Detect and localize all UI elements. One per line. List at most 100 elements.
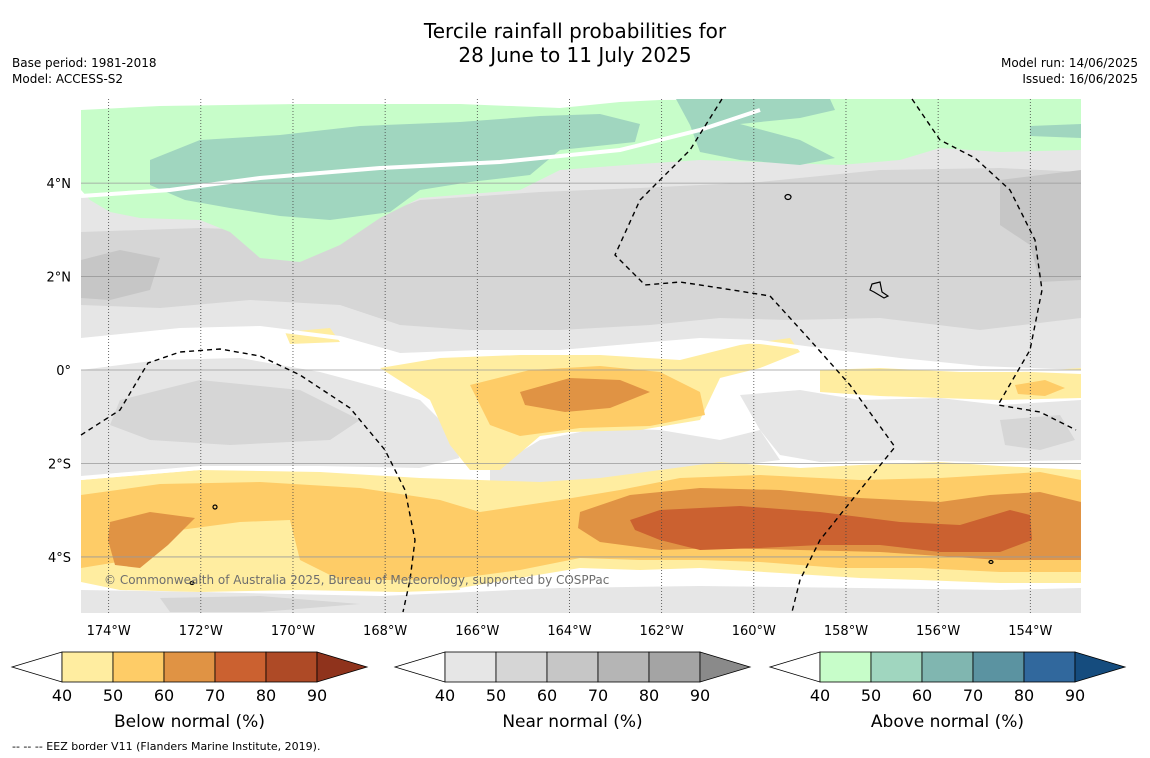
colorbar-upper-extension bbox=[699, 651, 752, 683]
colorbar-swatch bbox=[61, 651, 114, 683]
island-kiritimati bbox=[869, 281, 890, 299]
colorbar-upper-extension bbox=[316, 651, 369, 683]
lon-tick-label: 158°W bbox=[824, 624, 868, 639]
lon-tick-label: 164°W bbox=[547, 624, 591, 639]
colorbar-swatch bbox=[921, 651, 974, 683]
eez-borders bbox=[80, 98, 1077, 613]
map-title-line-2: 28 June to 11 July 2025 bbox=[458, 43, 692, 67]
colorbars: 40 50 60 70 80 90 Below normal (%) 40 50 60 70 80 90… bbox=[10, 651, 1127, 732]
lat-tick-label: 4°S bbox=[48, 551, 71, 566]
axis-labels: 174°W 172°W 170°W 168°W 166°W 164°W 162°W 160°W… bbox=[47, 177, 1053, 639]
lat-tick-label: 4°N bbox=[47, 177, 72, 192]
colorbar-tick-label: 80 bbox=[1014, 686, 1034, 705]
colorbar-tick-label: 90 bbox=[1065, 686, 1085, 705]
island-marker bbox=[784, 193, 792, 201]
near-normal-50-bottom bbox=[160, 596, 360, 612]
colorbar-tick-label: 40 bbox=[435, 686, 455, 705]
colorbar-tick-label: 90 bbox=[690, 686, 710, 705]
colorbar-swatch bbox=[819, 651, 872, 683]
eez-border-kiribati-line bbox=[911, 98, 1077, 431]
colorbar-tick-label: 60 bbox=[154, 686, 174, 705]
colorbar-swatch bbox=[870, 651, 923, 683]
lat-tick-label: 2°N bbox=[47, 271, 72, 286]
lon-tick-label: 154°W bbox=[1008, 624, 1052, 639]
colorbar-tick-label: 50 bbox=[486, 686, 506, 705]
lat-tick-label: 2°S bbox=[48, 457, 71, 472]
eez-border-tokelau bbox=[80, 348, 416, 613]
colorbar-swatch bbox=[546, 651, 599, 683]
below-normal-70-center bbox=[520, 378, 650, 412]
below-normal-band-east-north bbox=[820, 368, 1081, 400]
islands bbox=[189, 193, 994, 586]
colorbar-tick-label: 70 bbox=[205, 686, 225, 705]
colorbar-tick-label: 80 bbox=[639, 686, 659, 705]
colorbar-upper-extension bbox=[1074, 651, 1127, 683]
lat-tick-label: 0° bbox=[56, 364, 71, 379]
colorbar-tick-label: 60 bbox=[912, 686, 932, 705]
near-normal-60-west bbox=[81, 250, 160, 300]
colorbar-tick-label: 40 bbox=[52, 686, 72, 705]
copyright-text: © Commonwealth of Australia 2025, Bureau… bbox=[104, 573, 609, 587]
colorbar-lower-extension bbox=[393, 651, 446, 683]
colorbar-swatch bbox=[163, 651, 216, 683]
colorbar-title: Below normal (%) bbox=[114, 712, 265, 732]
base-period-text: Base period: 1981-2018 bbox=[12, 56, 157, 70]
colorbar-lower-extension bbox=[768, 651, 821, 683]
model-run-text: Model run: 14/06/2025 bbox=[1000, 56, 1138, 70]
issued-text: Issued: 16/06/2025 bbox=[1022, 72, 1138, 86]
lon-tick-label: 166°W bbox=[455, 624, 499, 639]
above-normal-50-east bbox=[676, 99, 835, 165]
lon-tick-label: 162°W bbox=[640, 624, 684, 639]
above-normal-50-far-east bbox=[1030, 124, 1081, 138]
island-marker bbox=[988, 559, 994, 565]
colorbar-swatch bbox=[648, 651, 701, 683]
map-field bbox=[81, 99, 1081, 613]
colorbar-tick-label: 50 bbox=[861, 686, 881, 705]
near-normal-60-north bbox=[1000, 170, 1081, 282]
island-marker bbox=[212, 504, 218, 510]
eez-footnote: -- -- -- EEZ border V11 (Flanders Marine… bbox=[12, 740, 321, 753]
colorbar-tick-label: 70 bbox=[963, 686, 983, 705]
colorbar-tick-label: 60 bbox=[537, 686, 557, 705]
lon-tick-label: 156°W bbox=[916, 624, 960, 639]
colorbar-tick-label: 70 bbox=[588, 686, 608, 705]
near-normal-50-north bbox=[81, 168, 1081, 330]
near-normal-50-south-west bbox=[110, 380, 360, 445]
colorbar-tick-label: 40 bbox=[810, 686, 830, 705]
below-normal-80-east bbox=[630, 506, 1032, 552]
below-normal-70-west bbox=[108, 512, 195, 568]
colorbar-swatch bbox=[495, 651, 548, 683]
colorbar-tick-label: 50 bbox=[103, 686, 123, 705]
meta-left: Base period: 1981-2018 Model: ACCESS-S2 bbox=[12, 55, 157, 87]
near-normal-50-east bbox=[1000, 415, 1075, 450]
colorbar-above: 40 50 60 70 80 90 Above normal (%) bbox=[768, 651, 1127, 732]
colorbar-swatch bbox=[112, 651, 165, 683]
lon-tick-label: 160°W bbox=[732, 624, 776, 639]
colorbar-tick-label: 80 bbox=[256, 686, 276, 705]
colorbar-swatch bbox=[444, 651, 497, 683]
lon-tick-label: 168°W bbox=[363, 624, 407, 639]
colorbar-swatch bbox=[972, 651, 1025, 683]
lon-tick-label: 170°W bbox=[271, 624, 315, 639]
model-text: Model: ACCESS-S2 bbox=[12, 72, 124, 86]
island-marker bbox=[189, 580, 195, 586]
colorbar-swatch bbox=[214, 651, 267, 683]
colorbar-title: Near normal (%) bbox=[502, 712, 642, 732]
lon-tick-label: 172°W bbox=[179, 624, 223, 639]
colorbar-lower-extension bbox=[10, 651, 63, 683]
below-normal-60-east-north bbox=[1015, 380, 1065, 396]
colorbar-tick-label: 90 bbox=[307, 686, 327, 705]
meta-right: Model run: 14/06/2025 Issued: 16/06/2025 bbox=[1001, 55, 1138, 87]
map-title-line-1: Tercile rainfall probabilities for bbox=[423, 19, 727, 43]
colorbar-swatch bbox=[265, 651, 318, 683]
colorbar-below: 40 50 60 70 80 90 Below normal (%) bbox=[10, 651, 369, 732]
contour-separators bbox=[81, 108, 1081, 592]
colorbar-near: 40 50 60 70 80 90 Near normal (%) bbox=[393, 651, 752, 732]
near-normal-region-east bbox=[740, 390, 1081, 462]
graticule bbox=[81, 99, 1081, 613]
colorbar-title: Above normal (%) bbox=[871, 712, 1024, 732]
colorbar-swatch bbox=[1023, 651, 1076, 683]
colorbar-swatch bbox=[597, 651, 650, 683]
lon-tick-label: 174°W bbox=[87, 624, 131, 639]
